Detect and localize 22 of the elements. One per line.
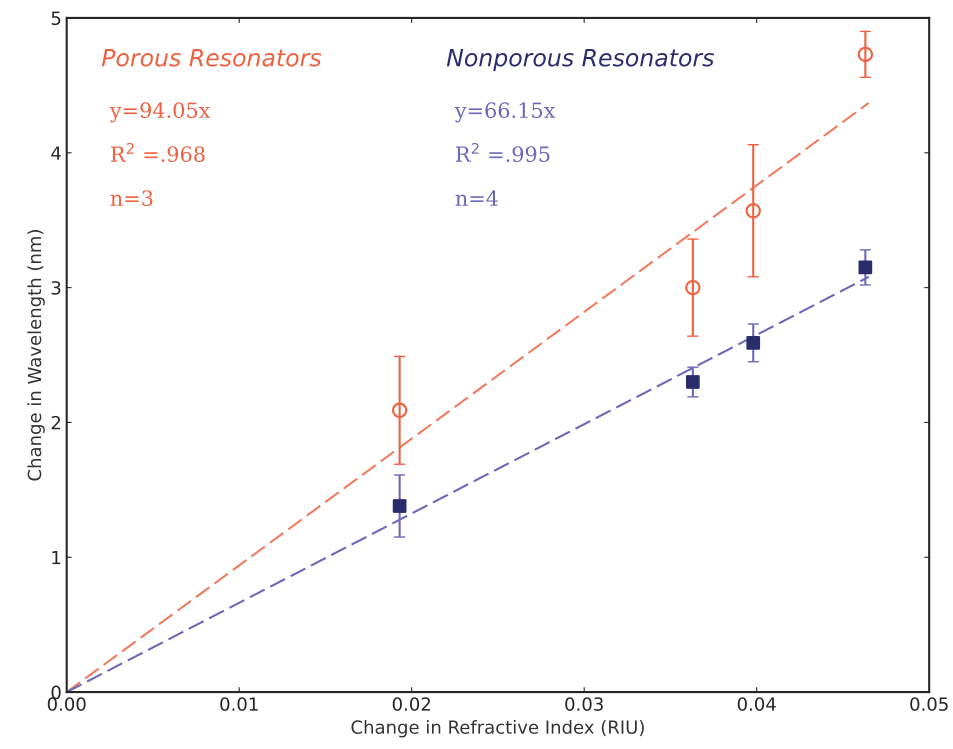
annotation: y=94.05x — [110, 102, 210, 122]
x-tick-label: 0.05 — [910, 697, 948, 711]
text: Porous Resonators — [102, 49, 322, 67]
x-axis-title: Change in Refractive Index (RIU) — [351, 720, 644, 738]
text: Nonporous Resonators — [446, 49, 714, 72]
y-tick-label: 1 — [52, 550, 60, 564]
annotation: R$^{2}$ =.995 — [456, 142, 550, 162]
y-tick-label: 4 — [51, 146, 61, 160]
y-tick-label: 2 — [52, 416, 60, 430]
y-tick-label: 3 — [52, 281, 60, 295]
annotation: n=3 — [110, 190, 152, 206]
x-tick-label: 0.03 — [565, 697, 603, 711]
annotation: y=66.15x — [454, 102, 556, 122]
y-tick-label: 5 — [52, 12, 60, 26]
x-tick-label: 0.00 — [48, 697, 86, 711]
y-tick-label: 0 — [52, 686, 61, 700]
x-tick-label: 0.02 — [392, 697, 430, 711]
annotation: R$^{2}$ =.968 — [110, 142, 205, 162]
y-axis-title: Change in Wavelength (nm) — [27, 230, 45, 481]
x-tick-label: 0.01 — [220, 697, 258, 711]
x-tick-label: 0.04 — [738, 697, 776, 711]
annotation: n=4 — [456, 190, 498, 206]
